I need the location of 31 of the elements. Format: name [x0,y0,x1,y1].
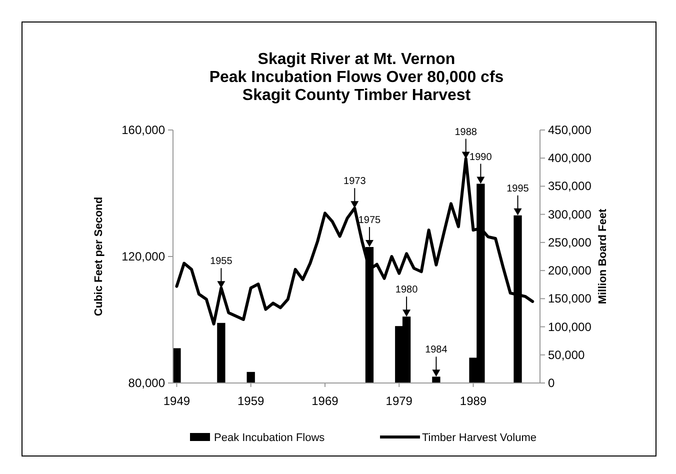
y2-tick-label: 0 [548,376,555,390]
y2-tick-label: 450,000 [548,123,592,137]
annotation: 1955 [210,256,233,268]
chart-title: Skagit River at Mt. Vernon Peak Incubation Flows Over 80,000 cfs Skagit County Timber Harvest [209,51,504,104]
x-tick-label: 1949 [163,394,190,408]
x-tick-label: 1979 [386,394,413,408]
y-tick-label: 160,000 [122,123,166,137]
y2-tick-label: 400,000 [548,151,592,166]
x-tick-label: 1959 [237,394,265,408]
y-tick-label: 120,000 [122,250,166,264]
annotation: 1988 [454,126,478,138]
y2-tick-label: 250,000 [548,235,592,250]
y2-tick-label: 150,000 [548,292,592,306]
y2-tick-label: 200,000 [548,264,592,278]
legend-label: Timber Harvest Volume [422,432,537,444]
y-axis-title: Cubic Feet per Second [93,196,105,316]
annotation: 1975 [358,215,382,226]
legend-label: Peak Incubation Flows [214,432,326,444]
y2-axis-title: Million Board Feet [597,208,609,304]
y2-tick-label: 300,000 [548,207,592,222]
annotation: 1995 [506,183,530,194]
y2-tick-label: 50,000 [548,348,586,362]
x-tick-label: 1969 [312,394,339,408]
annotation: 1973 [344,176,366,188]
annotation: 1990 [470,152,492,163]
annotation: 1984 [425,344,448,356]
x-tick-label: 1989 [460,394,487,408]
y2-tick-label: 350,000 [548,179,592,194]
y-tick-label: 80,000 [128,376,166,390]
annotation: 1980 [395,284,418,296]
y2-tick-label: 100,000 [548,320,592,334]
